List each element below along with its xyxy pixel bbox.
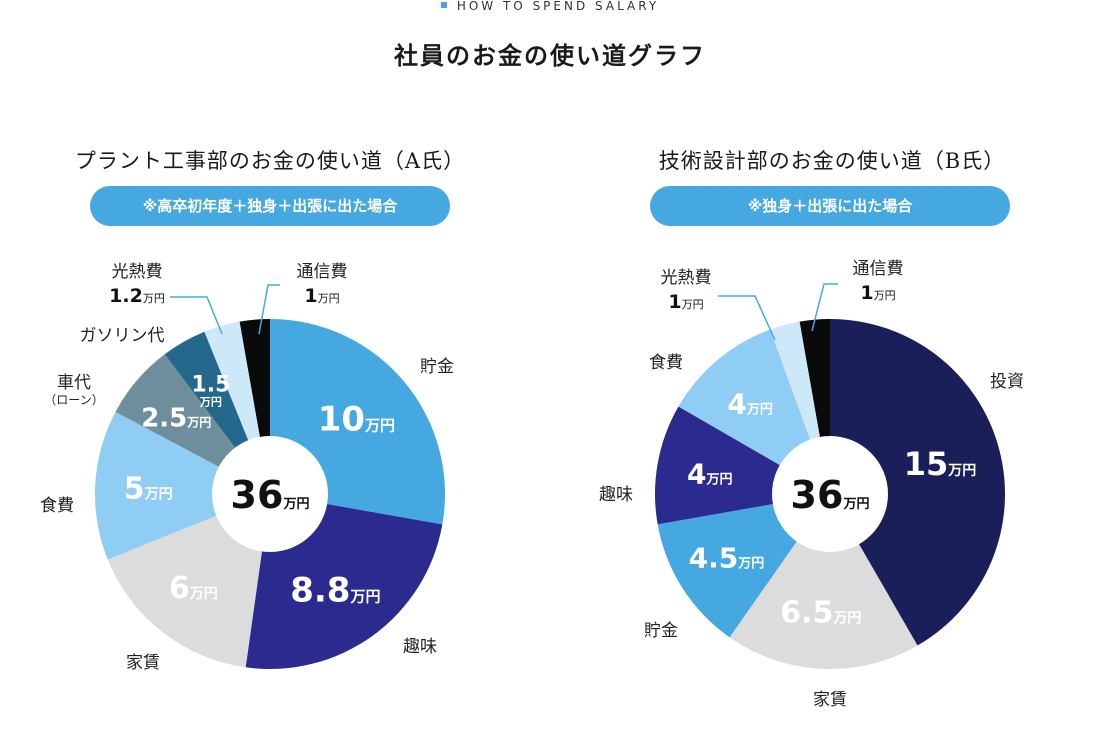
chart-b-value-0: 15万円 — [904, 445, 977, 483]
page-title: 社員のお金の使い道グラフ — [394, 41, 706, 70]
chart-a-label-3: 食費 — [40, 496, 74, 516]
chart-b-title: 技術設計部のお金の使い道（B氏） — [658, 149, 1006, 173]
chart-a-value-1: 8.8万円 — [290, 571, 380, 611]
chart-a-label-sub-4: （ローン） — [44, 393, 103, 407]
chart-b-outer-value-6: 1万円 — [860, 282, 895, 304]
chart-b-label-1: 家賃 — [813, 690, 847, 710]
chart-a-label-0: 貯金 — [420, 357, 454, 377]
chart-b-leader-6 — [811, 283, 838, 332]
chart-b-note: ※独身＋出張に出た場合 — [650, 186, 1010, 226]
eyebrow-dot-icon — [440, 2, 447, 8]
chart-a-label-7: 通信費 — [297, 262, 348, 282]
chart-a-slice-3 — [94, 411, 270, 560]
chart-a-outer-value-7: 1万円 — [304, 285, 339, 307]
chart-b-pie — [655, 319, 1005, 669]
chart-b-value-2: 4.5万円 — [689, 541, 765, 574]
chart-a-label-1: 趣味 — [403, 637, 437, 657]
chart-a-slice-2 — [107, 494, 270, 668]
chart-a-label-6: 光熱費 — [112, 262, 163, 282]
chart-b-value-1: 6.5万円 — [780, 596, 861, 631]
chart-a-total: 36万円 — [231, 473, 310, 517]
chart-b-leader-5 — [718, 295, 776, 341]
chart-b-slice-0 — [830, 319, 1005, 646]
chart-a-value-5: 1.5 — [191, 373, 230, 398]
chart-a-outer-value-6: 1.2万円 — [109, 285, 165, 307]
chart-b-label-3: 趣味 — [599, 485, 633, 505]
chart-a-value-unit-5: 万円 — [199, 396, 222, 409]
chart-a-title: プラント工事部のお金の使い道（A氏） — [74, 149, 466, 173]
chart-a-label-4: 車代 — [57, 373, 91, 393]
chart-b-label-4: 食費 — [649, 353, 683, 373]
chart-b-outer-value-5: 1万円 — [668, 291, 703, 313]
chart-b-label-2: 貯金 — [644, 621, 678, 641]
chart-a-leader-7 — [258, 284, 280, 335]
chart-b-center — [772, 436, 888, 552]
chart-b-slice-1 — [729, 494, 918, 669]
chart-a-value-0: 10万円 — [318, 399, 395, 439]
chart-a-note: ※高卒初年度＋独身＋出張に出た場合 — [90, 186, 450, 226]
chart-a-label-5: ガソリン代 — [80, 326, 165, 346]
chart-b-value-4: 4万円 — [727, 388, 773, 421]
chart-a-value-4: 2.5万円 — [141, 404, 211, 434]
chart-b-value-3: 4万円 — [687, 458, 733, 491]
chart-a-leader-6 — [170, 296, 223, 335]
chart-b-total: 36万円 — [791, 473, 870, 517]
eyebrow: HOW TO SPEND SALARY — [0, 0, 1100, 12]
chart-b-label-0: 投資 — [990, 372, 1024, 392]
eyebrow-text: HOW TO SPEND SALARY — [456, 0, 660, 13]
chart-a-center — [212, 436, 328, 552]
chart-b-label-5: 光熱費 — [661, 268, 712, 288]
chart-b-label-6: 通信費 — [853, 259, 904, 279]
chart-a-value-3: 5万円 — [124, 472, 173, 507]
chart-a-value-2: 6万円 — [169, 571, 218, 606]
chart-a-label-2: 家賃 — [126, 653, 160, 673]
